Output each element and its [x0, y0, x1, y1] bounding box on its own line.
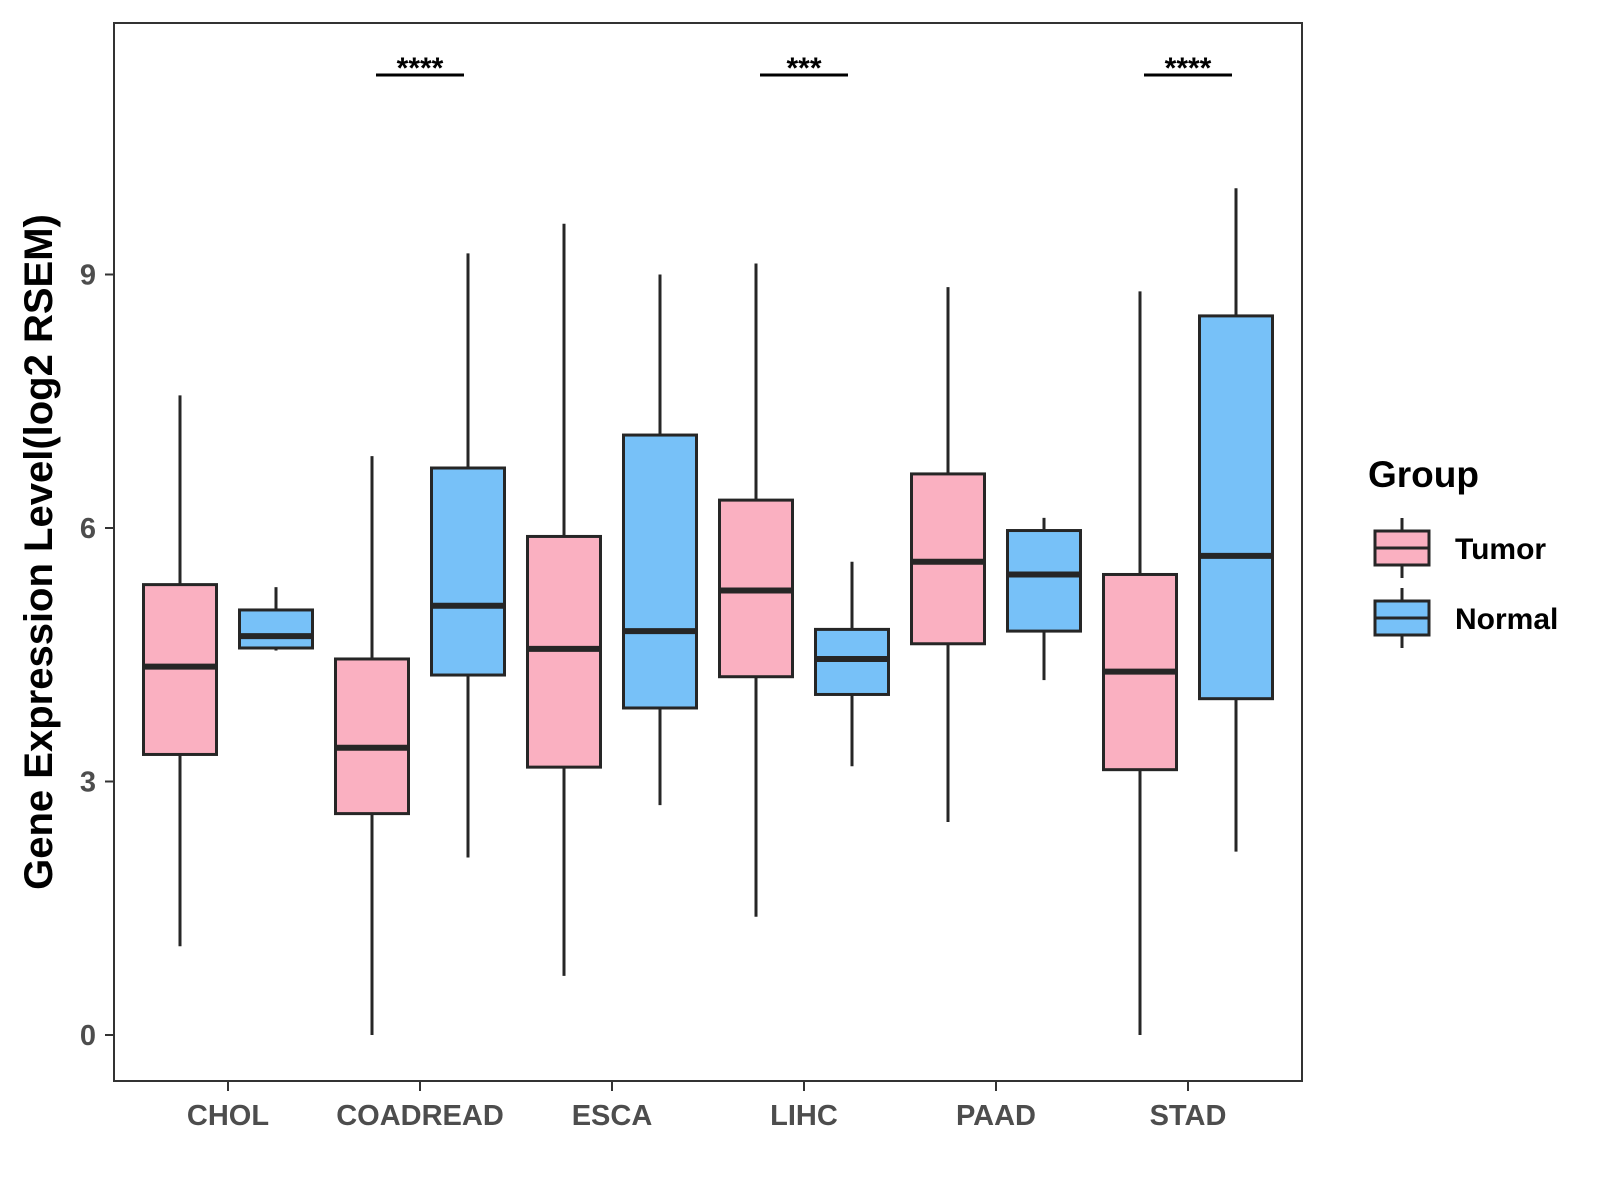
y-tick-label: 0	[80, 1020, 96, 1052]
y-tick-label: 6	[80, 513, 96, 545]
box-body	[334, 657, 410, 816]
significance-stars: ****	[1165, 52, 1212, 85]
legend-item-tumor: Tumor	[1373, 518, 1546, 578]
box-body	[1198, 314, 1274, 701]
box-normal-esca	[622, 274, 698, 806]
significance-stars: ****	[397, 52, 444, 85]
legend-label: Normal	[1455, 603, 1558, 636]
significance-stad: ****	[1144, 52, 1232, 85]
box-body	[238, 608, 314, 650]
box-body	[622, 433, 698, 710]
x-tick-label: COADREAD	[336, 1100, 504, 1132]
box-normal-stad	[1198, 188, 1274, 852]
x-axis: CHOL COADREAD ESCA LIHC PAAD STAD	[187, 1081, 1226, 1132]
box-normal-coadread	[430, 253, 506, 858]
box-tumor-stad	[1102, 291, 1178, 1035]
legend-item-normal: Normal	[1373, 588, 1558, 648]
box-body	[430, 466, 506, 677]
significance-annotations: **** *** ****	[376, 52, 1232, 85]
x-tick-label: CHOL	[187, 1100, 269, 1132]
legend-label: Tumor	[1455, 533, 1546, 566]
box-normal-chol	[238, 587, 314, 651]
legend-title: Group	[1368, 454, 1479, 495]
box-tumor-esca	[526, 223, 602, 976]
x-tick-label: PAAD	[956, 1100, 1036, 1132]
box-tumor-paad	[910, 287, 986, 823]
box-tumor-chol	[142, 395, 218, 947]
y-axis: 0 3 6 9	[80, 260, 114, 1052]
legend: Group Tumor Normal	[1368, 454, 1558, 648]
x-tick-label: STAD	[1150, 1100, 1227, 1132]
box-normal-lihc	[814, 561, 890, 767]
x-tick-label: ESCA	[572, 1100, 653, 1132]
box-normal-paad	[1006, 517, 1082, 681]
x-tick-label: LIHC	[770, 1100, 838, 1132]
y-tick-label: 3	[80, 767, 96, 799]
y-axis-title: Gene Expression Level(log2 RSEM)	[17, 214, 61, 890]
box-tumor-lihc	[718, 263, 794, 917]
plot-panel-border	[113, 22, 1303, 1082]
plot-area	[142, 188, 1274, 1035]
significance-lihc: ***	[760, 52, 848, 85]
y-tick-label: 9	[80, 260, 96, 292]
box-body	[1006, 529, 1082, 633]
significance-coadread: ****	[376, 52, 464, 85]
box-tumor-coadread	[334, 456, 410, 1035]
significance-stars: ***	[786, 52, 821, 85]
